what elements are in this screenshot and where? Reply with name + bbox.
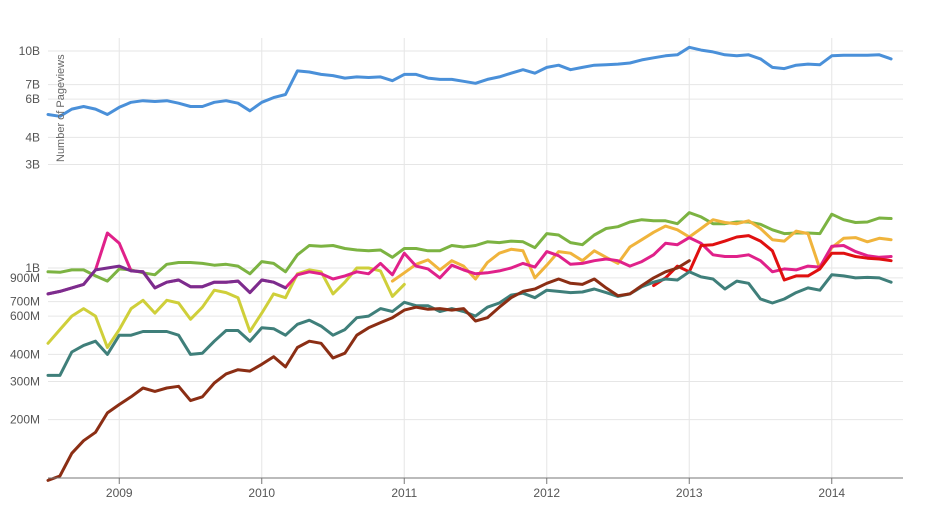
y-tick-label: 3B (25, 157, 40, 171)
series-line-9 (46, 259, 691, 482)
series-layer (46, 45, 893, 482)
x-tick-label: 2012 (533, 486, 560, 500)
series-line-8 (46, 270, 893, 377)
y-tick-label: 700M (10, 295, 40, 309)
x-tick-label: 2010 (248, 486, 275, 500)
x-tick-label: 2009 (106, 486, 133, 500)
series-line-6 (46, 264, 287, 296)
y-tick-label: 300M (10, 374, 40, 388)
series-line-1 (46, 45, 893, 118)
y-tick-label: 10B (19, 44, 40, 58)
y-tick-label: 200M (10, 413, 40, 427)
y-tick-label: 400M (10, 347, 40, 361)
x-tick-label: 2014 (818, 486, 845, 500)
x-axis-ticks: 2009 2010 2011 2012 2013 2014 (106, 478, 845, 500)
y-axis-label: Number of Pageviews (55, 54, 67, 162)
series-line-4 (46, 266, 406, 349)
x-tick-label: 2013 (676, 486, 703, 500)
x-tick-label: 2011 (391, 486, 417, 500)
y-tick-label: 600M (10, 309, 40, 323)
y-tick-label: 6B (25, 92, 40, 106)
series-line-3 (390, 218, 893, 283)
y-tick-label: 7B (25, 78, 40, 92)
y-tick-label: 900M (10, 271, 40, 285)
series-line-7 (652, 234, 893, 288)
y-tick-label: 4B (25, 130, 40, 144)
y-tick-label: 1B (25, 261, 40, 275)
